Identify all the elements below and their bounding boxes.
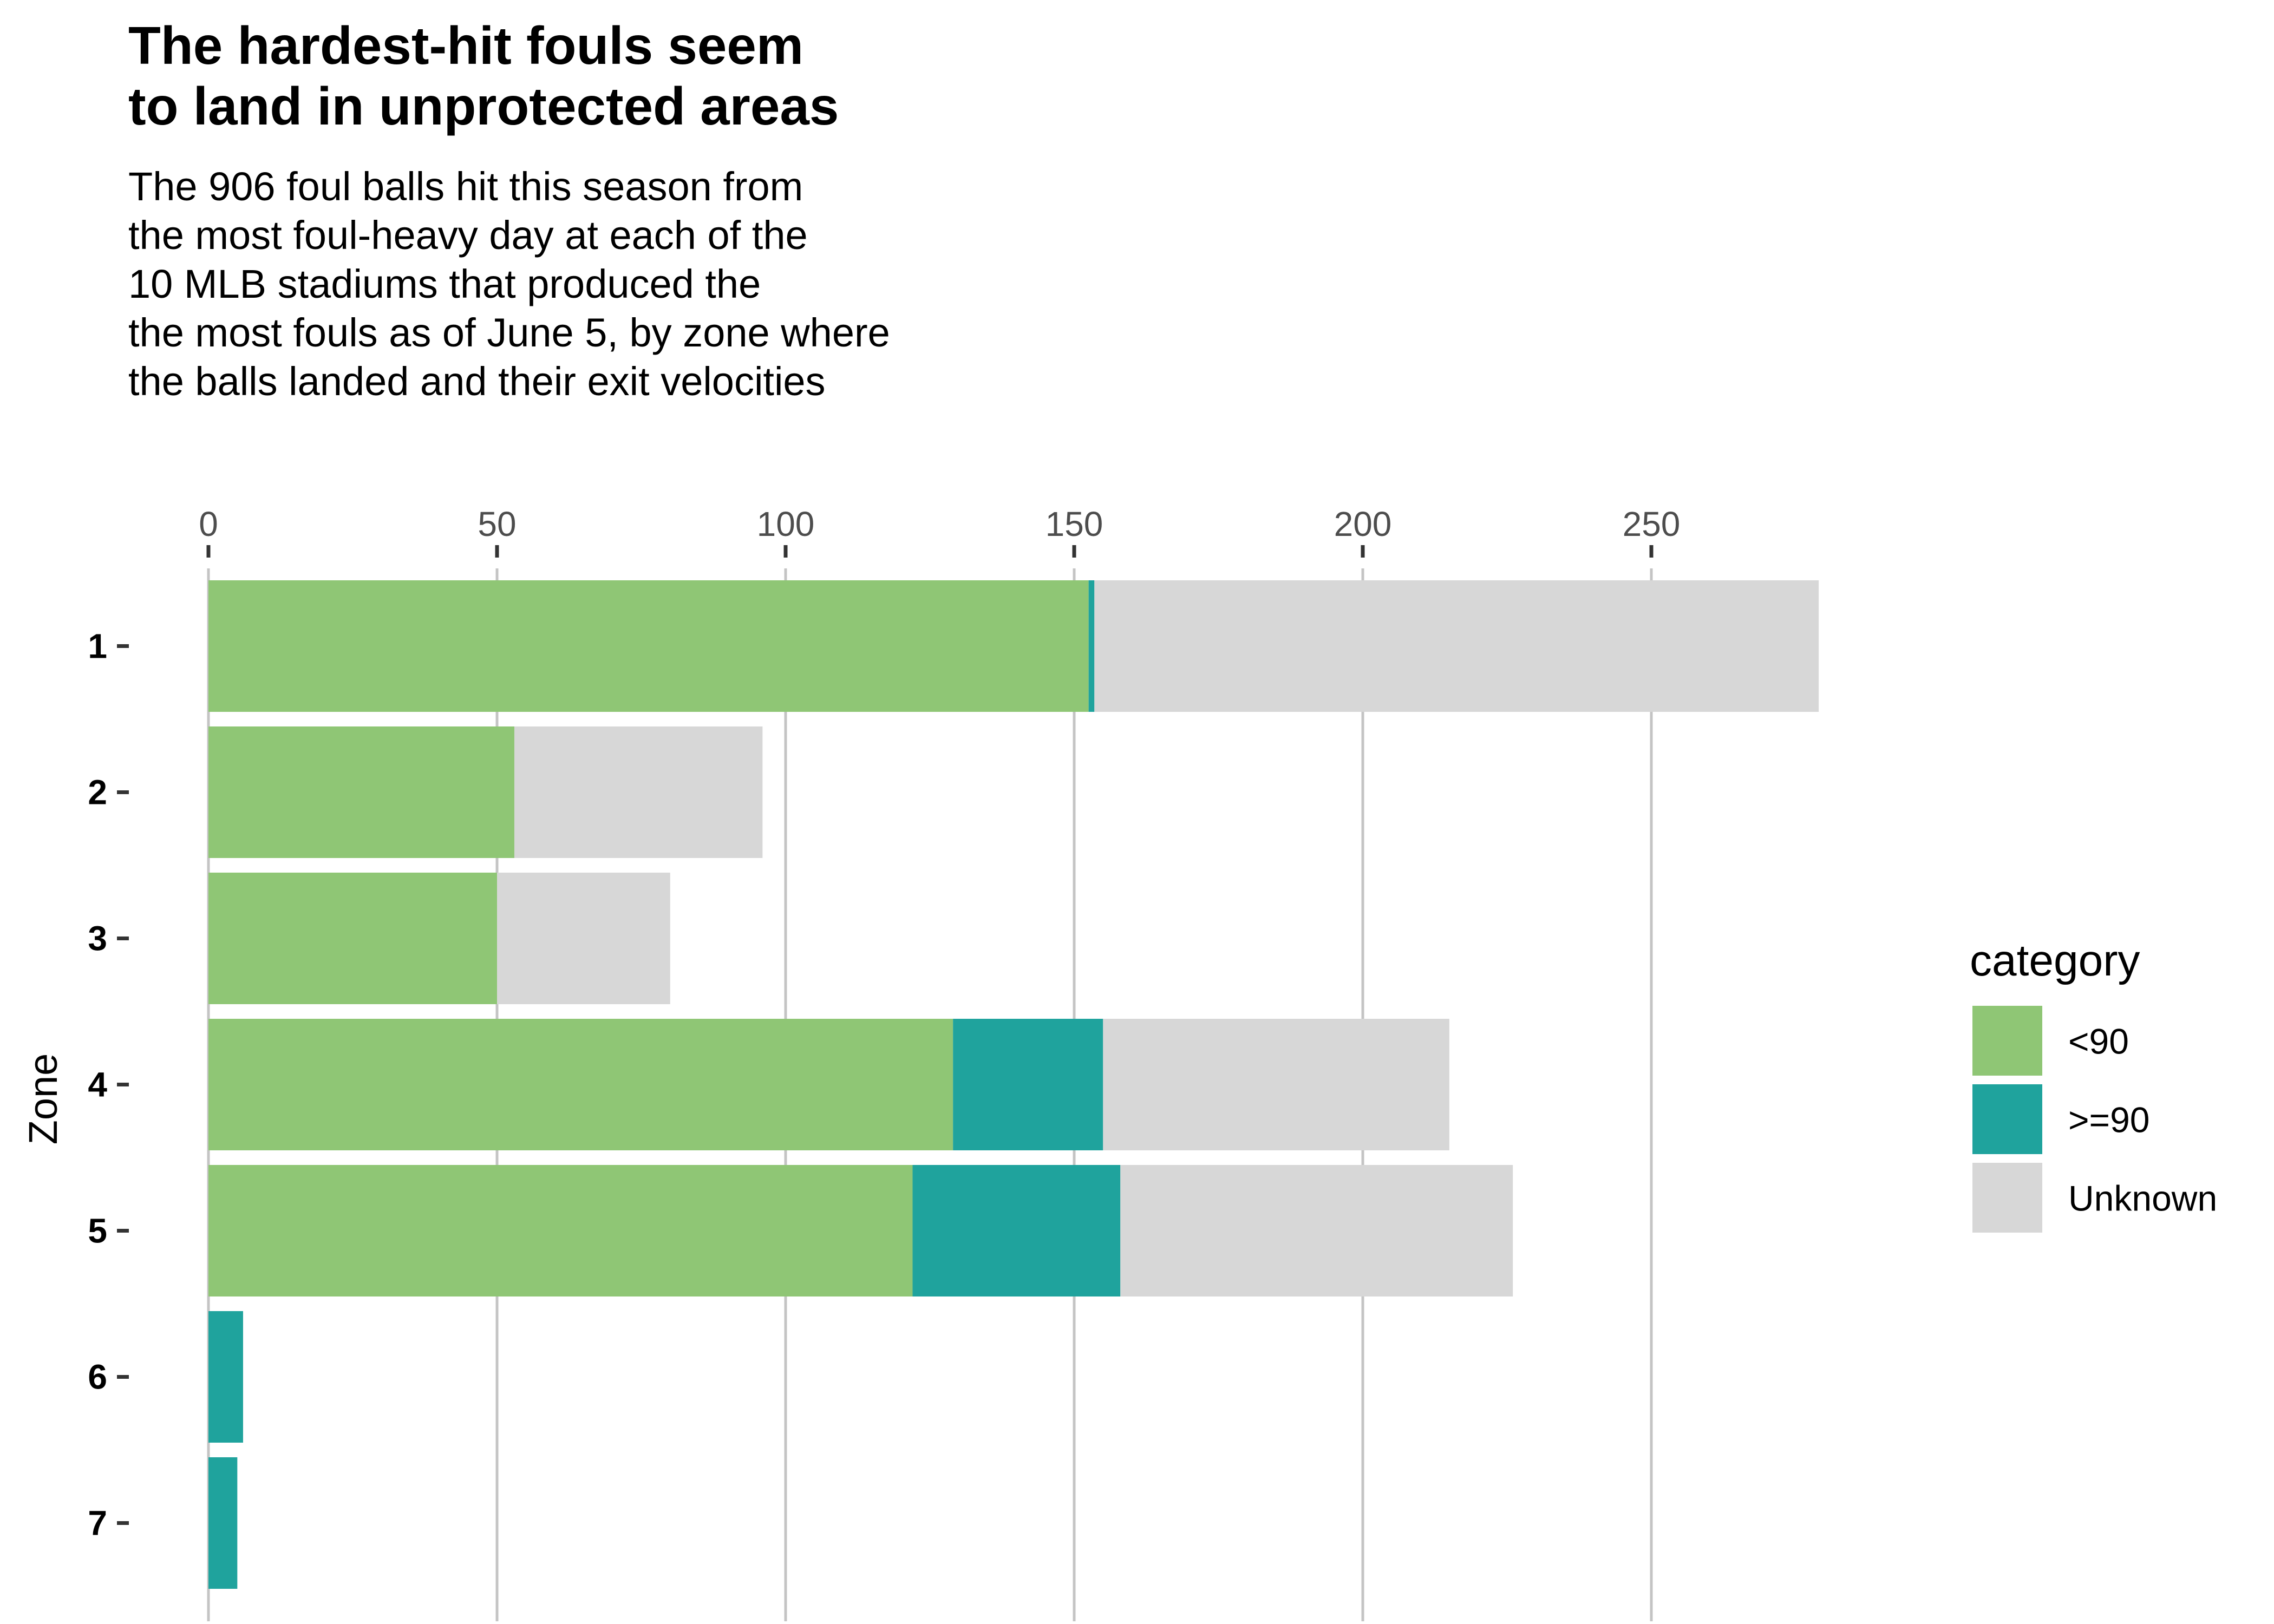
axes: 0 50 100 150 200 250 1 2 3 4 5 6 7 [88,505,1680,1543]
legend: category <90 >=90 Unknown [1969,936,2217,1236]
legend-title: category [1970,936,2140,985]
bar-zone-7-series-1 [208,1457,238,1589]
bar-zone-5-series-2 [1120,1165,1513,1296]
legend-key-2 [1969,1160,2046,1236]
bar-zone-5-series-0 [208,1165,913,1296]
bar-zone-4-series-1 [953,1019,1103,1150]
bar-zone-4-series-0 [208,1019,953,1150]
legend-key-1 [1969,1081,2046,1157]
legend-label-0: <90 [2068,1021,2129,1062]
y-tick-label-5: 5 [88,1212,107,1250]
y-tick-label-4: 4 [88,1065,107,1104]
bar-zone-2-series-0 [208,726,514,858]
y-tick-label-6: 6 [88,1358,107,1397]
bar-zone-3-series-2 [497,873,670,1004]
bar-zone-6-series-1 [208,1311,243,1443]
y-axis-title: Zone [21,1053,66,1145]
chart-subtitle: The 906 foul balls hit this season from … [128,164,890,404]
bar-zone-2-series-2 [514,726,763,858]
bars [208,580,1819,1589]
bar-zone-1-series-1 [1088,580,1095,712]
x-tick-label-200: 200 [1334,505,1392,543]
bar-zone-1-series-2 [1094,580,1819,712]
x-tick-label-150: 150 [1045,505,1103,543]
legend-label-2: Unknown [2068,1178,2217,1219]
y-tick-label-3: 3 [88,919,107,958]
x-tick-label-50: 50 [478,505,516,543]
y-tick-label-7: 7 [88,1504,107,1543]
x-tick-label-0: 0 [199,505,218,543]
bar-zone-1-series-0 [208,580,1089,712]
legend-key-0 [1969,1003,2046,1079]
y-tick-label-2: 2 [88,773,107,812]
x-tick-label-100: 100 [757,505,815,543]
chart-title: The hardest-hit fouls seem to land in un… [128,16,839,136]
bar-zone-4-series-2 [1103,1019,1449,1150]
bar-zone-5-series-1 [912,1165,1121,1296]
legend-label-1: >=90 [2068,1100,2150,1140]
bar-zone-3-series-0 [208,873,497,1004]
y-tick-label-1: 1 [88,627,107,666]
x-tick-label-250: 250 [1623,505,1681,543]
